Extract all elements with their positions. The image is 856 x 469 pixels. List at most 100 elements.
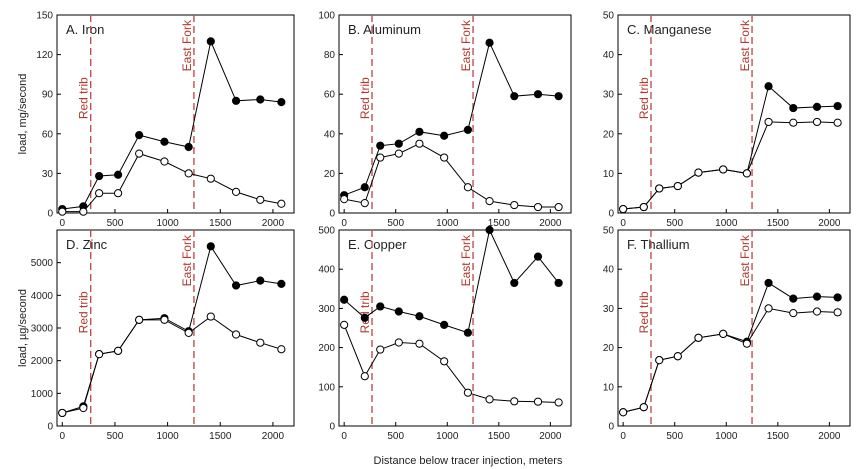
x-tick-label: 1500 xyxy=(209,218,232,229)
x-tick-label: 2000 xyxy=(262,218,285,229)
open-data-point xyxy=(95,350,104,359)
filled-data-point xyxy=(415,312,424,321)
filled-data-point xyxy=(485,38,494,47)
x-tick-label: 1000 xyxy=(436,218,459,229)
filled-data-point xyxy=(789,103,798,113)
series-line-2 xyxy=(343,324,559,403)
x-tick-label: 1000 xyxy=(436,431,459,442)
y-tick-label: 2000 xyxy=(31,356,54,367)
y-tick-label: 0 xyxy=(608,422,614,433)
filled-data-point xyxy=(812,102,822,111)
x-tick-label: 0 xyxy=(341,218,347,229)
y-tick-label: 30 xyxy=(603,90,615,101)
panel-5: 0 100 200 300 400 500 0 500 1000 1500 2000 E. Coppe… xyxy=(318,226,572,442)
y-tick-label: 400 xyxy=(318,265,335,276)
open-data-point xyxy=(135,315,144,324)
open-data-point xyxy=(485,197,494,206)
filled-data-point xyxy=(160,137,169,146)
y-tick-label: 20 xyxy=(324,169,336,180)
open-data-point xyxy=(277,345,286,354)
y-tick-label: 3000 xyxy=(31,324,54,335)
open-data-point xyxy=(719,165,728,174)
y-tick-label: 120 xyxy=(36,50,53,61)
open-data-point xyxy=(256,195,265,204)
y-tick-label: 60 xyxy=(42,129,54,140)
open-data-point xyxy=(206,174,215,183)
x-tick-label: 1500 xyxy=(767,218,790,229)
y-tick-label: 50 xyxy=(603,226,615,237)
y-tick-label: 90 xyxy=(42,90,54,101)
x-tick-label: 500 xyxy=(107,431,124,442)
y-tick-label: 1000 xyxy=(31,389,54,400)
open-data-point xyxy=(340,320,349,329)
y-tick-label: 60 xyxy=(324,90,336,101)
annotation-label: East Fork xyxy=(459,19,473,71)
open-data-point xyxy=(79,403,88,413)
panel-title: B. Aluminum xyxy=(348,22,421,37)
y-tick-label: 50 xyxy=(603,11,615,22)
panel-title: C. Manganese xyxy=(627,22,712,37)
open-data-point xyxy=(340,195,349,204)
y-tick-label: 30 xyxy=(42,169,54,180)
y-axis-title: load, mg/second xyxy=(17,74,29,155)
open-data-point xyxy=(360,372,369,381)
y-tick-label: 5000 xyxy=(31,258,54,269)
x-tick-label: 1500 xyxy=(767,431,790,442)
annotation-label: Red trib xyxy=(358,77,372,119)
y-tick-label: 30 xyxy=(603,304,615,315)
x-tick-label: 1500 xyxy=(488,218,511,229)
filled-data-point xyxy=(95,171,104,181)
filled-data-point xyxy=(394,307,403,316)
panel-title: A. Iron xyxy=(66,22,104,37)
filled-data-point xyxy=(135,131,144,140)
filled-data-point xyxy=(440,320,449,329)
open-data-point xyxy=(160,157,169,166)
x-tick-label: 1500 xyxy=(209,431,232,442)
open-data-point xyxy=(655,356,664,365)
open-data-point xyxy=(655,184,664,193)
open-data-point xyxy=(789,309,798,318)
open-data-point xyxy=(833,118,842,127)
y-tick-label: 0 xyxy=(329,422,335,433)
plot-frame xyxy=(338,229,572,427)
y-tick-label: 40 xyxy=(324,129,336,140)
open-data-point xyxy=(812,117,822,127)
y-tick-label: 40 xyxy=(603,265,615,276)
plot-frame xyxy=(617,14,851,214)
open-data-point xyxy=(673,352,682,361)
panel-title: F. Thallium xyxy=(627,237,690,252)
filled-data-point xyxy=(764,278,773,288)
filled-data-point xyxy=(256,276,265,285)
open-data-point xyxy=(58,207,67,216)
plot-frame xyxy=(338,14,572,214)
y-tick-label: 200 xyxy=(318,343,335,354)
annotation-label: Red trib xyxy=(637,77,651,119)
filled-data-point xyxy=(231,96,241,105)
open-data-point xyxy=(673,181,682,191)
filled-data-point xyxy=(277,279,286,288)
y-tick-label: 80 xyxy=(324,50,336,61)
filled-data-point xyxy=(184,142,193,152)
series-line-1 xyxy=(623,85,838,210)
annotation-label: Red trib xyxy=(358,291,372,333)
x-tick-label: 0 xyxy=(620,431,626,442)
open-data-point xyxy=(376,345,385,354)
x-tick-label: 2000 xyxy=(818,218,841,229)
open-data-point xyxy=(360,199,369,208)
y-tick-label: 500 xyxy=(318,226,335,237)
open-data-point xyxy=(639,403,648,412)
x-tick-label: 500 xyxy=(107,218,124,229)
open-data-point xyxy=(554,398,563,407)
open-data-point xyxy=(639,202,648,212)
y-tick-label: 10 xyxy=(603,382,615,393)
open-data-point xyxy=(206,312,215,321)
filled-data-point xyxy=(764,82,773,91)
filled-data-point xyxy=(415,127,424,136)
filled-data-point xyxy=(231,281,241,290)
filled-data-point xyxy=(206,37,215,46)
open-data-point xyxy=(510,397,519,406)
annotation-label: Red trib xyxy=(637,291,651,333)
